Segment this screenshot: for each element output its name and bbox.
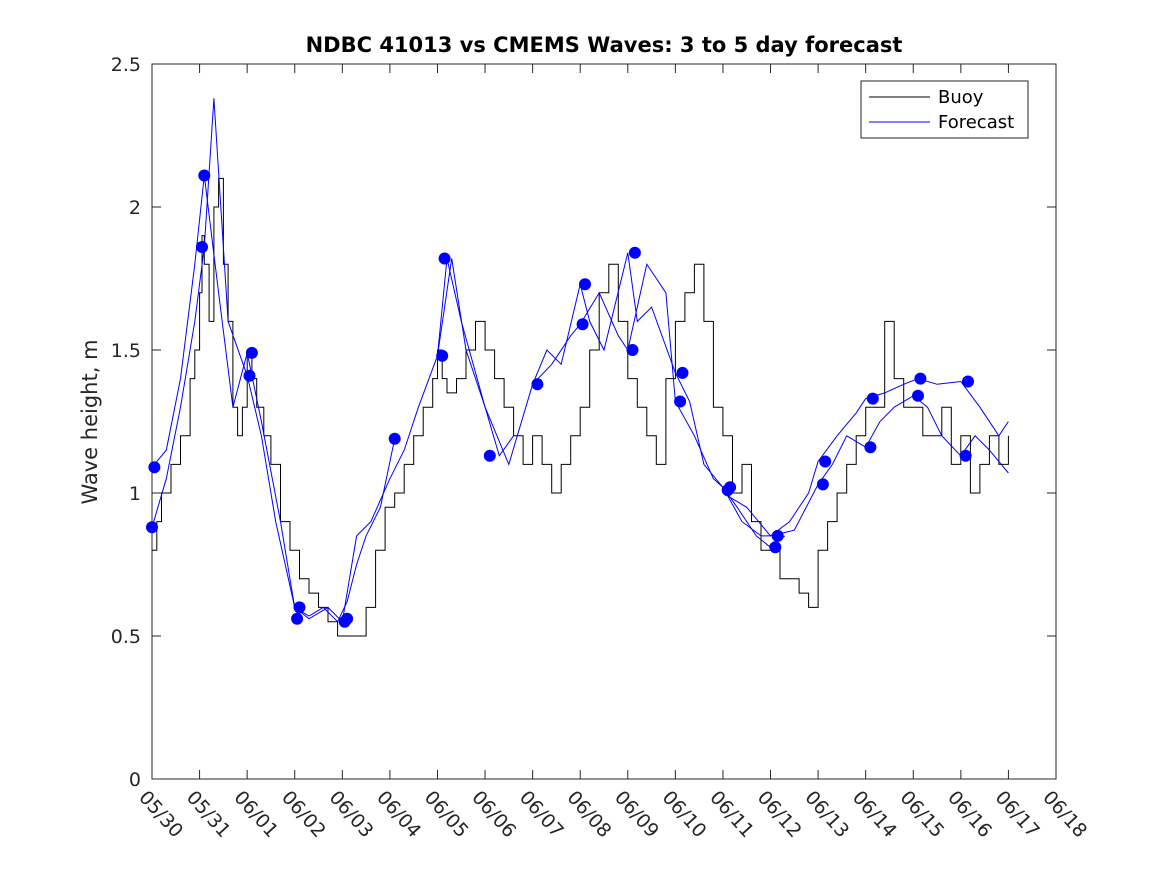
x-tick-label: 06/04	[372, 787, 425, 842]
x-tick-label: 06/17	[991, 787, 1044, 842]
y-tick-label: 2	[129, 197, 141, 219]
forecast-marker	[146, 521, 158, 534]
forecast-marker	[579, 278, 591, 291]
y-axis-label: Wave height, m	[78, 339, 102, 504]
forecast-marker	[341, 612, 354, 625]
x-tick-label: 06/09	[610, 787, 663, 842]
forecast-marker	[576, 318, 589, 331]
forecast-marker	[438, 252, 451, 265]
forecast-marker	[148, 461, 161, 474]
legend: Buoy Forecast	[860, 80, 1029, 139]
forecast-marker	[196, 241, 208, 253]
y-tick-label: 1.5	[111, 340, 141, 362]
y-tick-label: 0	[129, 769, 141, 791]
plot-area	[151, 63, 1057, 780]
forecast-marker	[628, 246, 641, 259]
forecast-marker	[245, 346, 258, 359]
forecast-marker	[962, 375, 974, 388]
forecast-marker	[864, 441, 877, 454]
forecast-series-line-1	[151, 175, 396, 623]
x-tick-label: 06/14	[848, 787, 901, 842]
y-tick-label: 0.5	[111, 626, 141, 648]
forecast-marker	[483, 449, 496, 462]
forecast-marker	[819, 455, 832, 468]
forecast-series-line-5	[722, 395, 1009, 537]
x-tick-label: 06/11	[705, 787, 758, 842]
forecast-marker	[724, 481, 737, 494]
forecast-marker	[531, 378, 544, 391]
forecast-marker	[291, 612, 304, 625]
forecast-marker	[293, 601, 306, 614]
legend-box	[860, 80, 1029, 139]
forecast-marker	[771, 529, 784, 542]
buoy-series-line	[152, 177, 1009, 637]
x-tick-label: 06/06	[467, 787, 520, 842]
forecast-marker	[198, 169, 211, 182]
x-tick-label: 06/01	[229, 787, 282, 842]
x-tick-label: 06/08	[562, 787, 615, 842]
forecast-marker	[959, 449, 972, 462]
forecast-marker	[914, 372, 927, 385]
x-tick-label: 06/05	[420, 787, 473, 842]
forecast-marker	[912, 389, 924, 402]
legend-label-forecast: Forecast	[938, 112, 1014, 133]
data-layer	[146, 98, 1009, 637]
y-tick-label: 2.5	[111, 54, 141, 76]
forecast-marker	[243, 369, 256, 382]
x-tick-label: 05/30	[134, 787, 187, 842]
x-tick-label: 06/15	[896, 787, 949, 842]
forecast-marker	[388, 432, 401, 445]
y-tick-label: 1	[129, 483, 141, 505]
forecast-marker	[769, 541, 782, 554]
x-tick-label: 06/03	[325, 787, 378, 842]
x-tick-label: 06/07	[515, 787, 568, 842]
x-tick-label: 06/10	[658, 787, 711, 842]
forecast-marker	[816, 478, 829, 491]
x-tick-label: 06/18	[1038, 787, 1091, 842]
chart-title: NDBC 41013 vs CMEMS Waves: 3 to 5 day fo…	[306, 33, 903, 57]
x-tick-label: 06/16	[943, 787, 996, 842]
forecast-marker	[676, 366, 689, 379]
x-tick-label: 06/02	[277, 787, 330, 842]
forecast-marker	[626, 344, 639, 356]
forecast-marker	[866, 392, 879, 405]
x-tick-label: 06/13	[800, 787, 853, 842]
x-tick-label: 06/12	[753, 787, 806, 842]
x-tick-label: 05/31	[182, 787, 235, 842]
forecast-marker	[674, 395, 687, 408]
forecast-marker	[436, 349, 449, 362]
legend-label-buoy: Buoy	[938, 87, 984, 108]
